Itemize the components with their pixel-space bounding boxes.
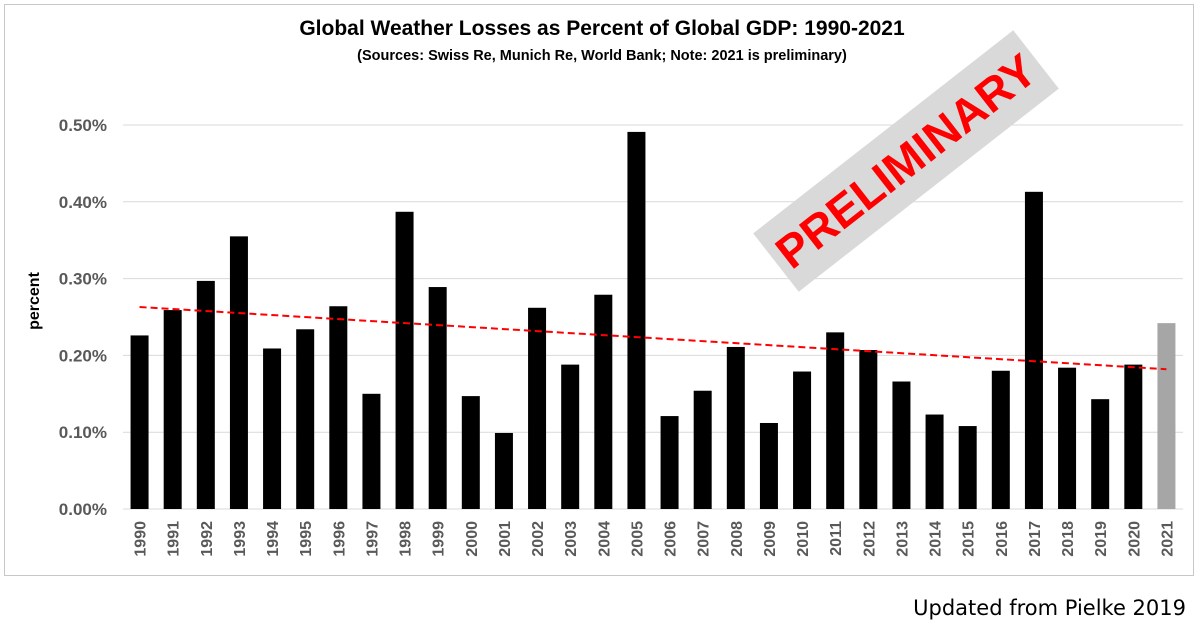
bar-2010	[793, 371, 812, 509]
x-tick-label: 2005	[629, 521, 646, 557]
bar-2020	[1124, 364, 1143, 509]
x-tick-label: 2007	[696, 521, 713, 557]
x-tick-label: 2017	[1027, 521, 1044, 557]
preliminary-stamp-text: PRELIMINARY	[766, 43, 1046, 278]
bar-1997	[362, 393, 381, 509]
x-tick-label: 2000	[464, 521, 481, 557]
x-tick-label: 2015	[961, 521, 978, 557]
x-tick-label: 2001	[497, 521, 514, 557]
chart-frame: Global Weather Losses as Percent of Glob…	[4, 4, 1194, 576]
bar-2006	[660, 416, 679, 509]
bar-2000	[461, 396, 480, 509]
bar-2015	[958, 426, 977, 509]
bar-1993	[229, 236, 248, 510]
bar-1995	[296, 329, 315, 509]
weather-losses-chart: Global Weather Losses as Percent of Glob…	[26, 17, 1183, 557]
bar-1994	[263, 348, 282, 509]
bar-2019	[1091, 399, 1110, 509]
x-tick-label: 1993	[232, 521, 249, 557]
x-tick-label: 2002	[530, 521, 547, 557]
chart-title: Global Weather Losses as Percent of Glob…	[299, 17, 905, 40]
y-axis-ticks: 0.00% 0.10% 0.20% 0.30% 0.40% 0.50%	[59, 116, 107, 519]
bar-2014	[925, 414, 944, 509]
bar-1992	[196, 280, 215, 509]
x-tick-label: 2016	[994, 521, 1011, 557]
x-tick-label: 1999	[431, 521, 448, 557]
x-tick-label: 2006	[663, 521, 680, 557]
x-tick-label: 2014	[928, 521, 945, 557]
x-tick-label: 1995	[298, 521, 315, 557]
y-tick-label: 0.40%	[59, 193, 107, 212]
preliminary-stamp: PRELIMINARY	[753, 30, 1059, 292]
x-axis-ticks: 1990 1991 1992 1993 1994 1995 1996 1997 1998 1999…	[133, 521, 1177, 557]
x-tick-label: 1998	[398, 521, 415, 557]
bar-2009	[759, 422, 778, 509]
bar-2007	[693, 390, 712, 509]
preliminary-stamp-background	[753, 30, 1059, 292]
x-tick-label: 2021	[1159, 521, 1176, 557]
bar-2004	[594, 294, 613, 509]
x-tick-label: 2012	[861, 521, 878, 557]
bar-2018	[1058, 367, 1077, 509]
bar-2012	[859, 350, 878, 509]
gridlines	[123, 124, 1183, 510]
x-tick-label: 1991	[166, 521, 183, 557]
x-tick-label: 1990	[133, 521, 150, 557]
bar-2008	[726, 346, 745, 509]
y-tick-label: 0.00%	[59, 500, 107, 519]
y-axis-label: percent	[26, 271, 43, 329]
y-tick-label: 0.10%	[59, 423, 107, 442]
x-tick-label: 1996	[331, 521, 348, 557]
chart-subtitle: (Sources: Swiss Re, Munich Re, World Ban…	[357, 48, 847, 64]
bar-1991	[163, 310, 182, 509]
bar-2001	[494, 432, 513, 509]
bar-2013	[892, 381, 911, 509]
x-tick-label: 2013	[894, 521, 911, 557]
x-tick-label: 1992	[199, 521, 216, 557]
bar-1996	[329, 306, 348, 509]
trend-line	[139, 306, 1167, 371]
bar-2002	[528, 307, 547, 509]
x-tick-label: 2019	[1093, 521, 1110, 557]
x-tick-label: 2009	[762, 521, 779, 557]
bar-2005	[627, 131, 646, 510]
bar-1990	[130, 335, 149, 509]
bar-2021	[1157, 323, 1176, 509]
bar-1999	[428, 287, 447, 509]
x-tick-label: 2004	[596, 521, 613, 557]
bar-2016	[991, 370, 1010, 509]
y-tick-label: 0.30%	[59, 270, 107, 289]
bars	[130, 131, 1176, 510]
x-tick-label: 1997	[364, 521, 381, 557]
x-tick-label: 2011	[828, 521, 845, 556]
x-tick-label: 2018	[1060, 521, 1077, 557]
x-tick-label: 2010	[795, 521, 812, 557]
x-tick-label: 2008	[729, 521, 746, 557]
bar-2003	[561, 364, 580, 509]
y-tick-label: 0.20%	[59, 346, 107, 365]
x-tick-label: 1994	[265, 521, 282, 557]
bar-2017	[1024, 191, 1043, 510]
x-tick-label: 2003	[563, 521, 580, 557]
source-credit: Updated from Pielke 2019	[913, 596, 1186, 620]
x-tick-label: 2020	[1126, 521, 1143, 557]
bar-2011	[826, 332, 845, 509]
y-tick-label: 0.50%	[59, 116, 107, 135]
bar-1998	[395, 211, 414, 509]
